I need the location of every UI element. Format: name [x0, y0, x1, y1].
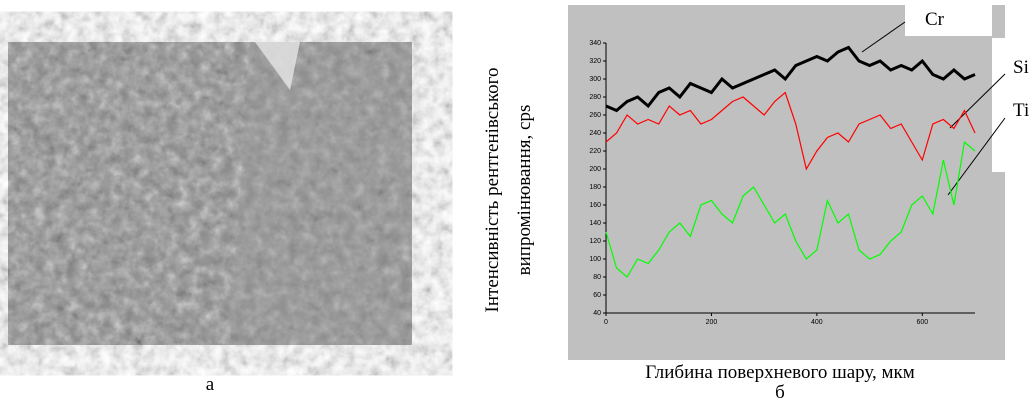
y-tick-label: 240 — [589, 130, 601, 137]
series-line — [605, 91, 976, 171]
series-label: Ti — [1013, 100, 1029, 121]
y-tick-label: 200 — [589, 166, 601, 173]
x-tick-label: 0 — [604, 319, 608, 326]
label-box — [905, 5, 992, 36]
y-tick-label: 180 — [589, 184, 601, 191]
chart-background — [568, 5, 1005, 360]
y-tick-label: 80 — [593, 274, 601, 281]
leader-line — [861, 21, 906, 53]
micrograph — [8, 42, 412, 345]
micrograph-zone — [230, 42, 412, 345]
y-label: Інтенсивність рентгенівського — [482, 68, 503, 313]
micrograph-texture — [8, 42, 412, 345]
y-tick-label: 140 — [589, 220, 601, 227]
caption-a: а — [206, 374, 215, 395]
y-tick-label: 160 — [589, 202, 601, 209]
x-tick-label: 400 — [811, 319, 823, 326]
y-tick-label: 60 — [593, 292, 601, 299]
y-tick-label: 260 — [589, 112, 601, 119]
x-tick-label: 600 — [916, 319, 928, 326]
y-tick-label: 100 — [589, 256, 601, 263]
series-line — [605, 140, 976, 278]
y-tick-label: 120 — [589, 238, 601, 245]
y-tick-label: 340 — [589, 40, 601, 47]
series-line — [605, 45, 976, 113]
x-label: Глибина поверхневого шару, мкм — [645, 362, 915, 383]
y-tick-label: 300 — [589, 76, 601, 83]
micrograph-bright — [255, 42, 300, 90]
y-tick-label: 280 — [589, 94, 601, 101]
series-label: Si — [1013, 57, 1029, 78]
y-tick-label: 220 — [589, 148, 601, 155]
caption-b: б — [775, 382, 785, 403]
series-label: Cr — [925, 9, 945, 30]
x-tick-label: 200 — [706, 319, 718, 326]
y-label: випромінювання, cps — [514, 105, 535, 276]
label-box — [992, 38, 1036, 172]
y-tick-label: 320 — [589, 58, 601, 65]
y-tick-label: 40 — [593, 310, 601, 317]
